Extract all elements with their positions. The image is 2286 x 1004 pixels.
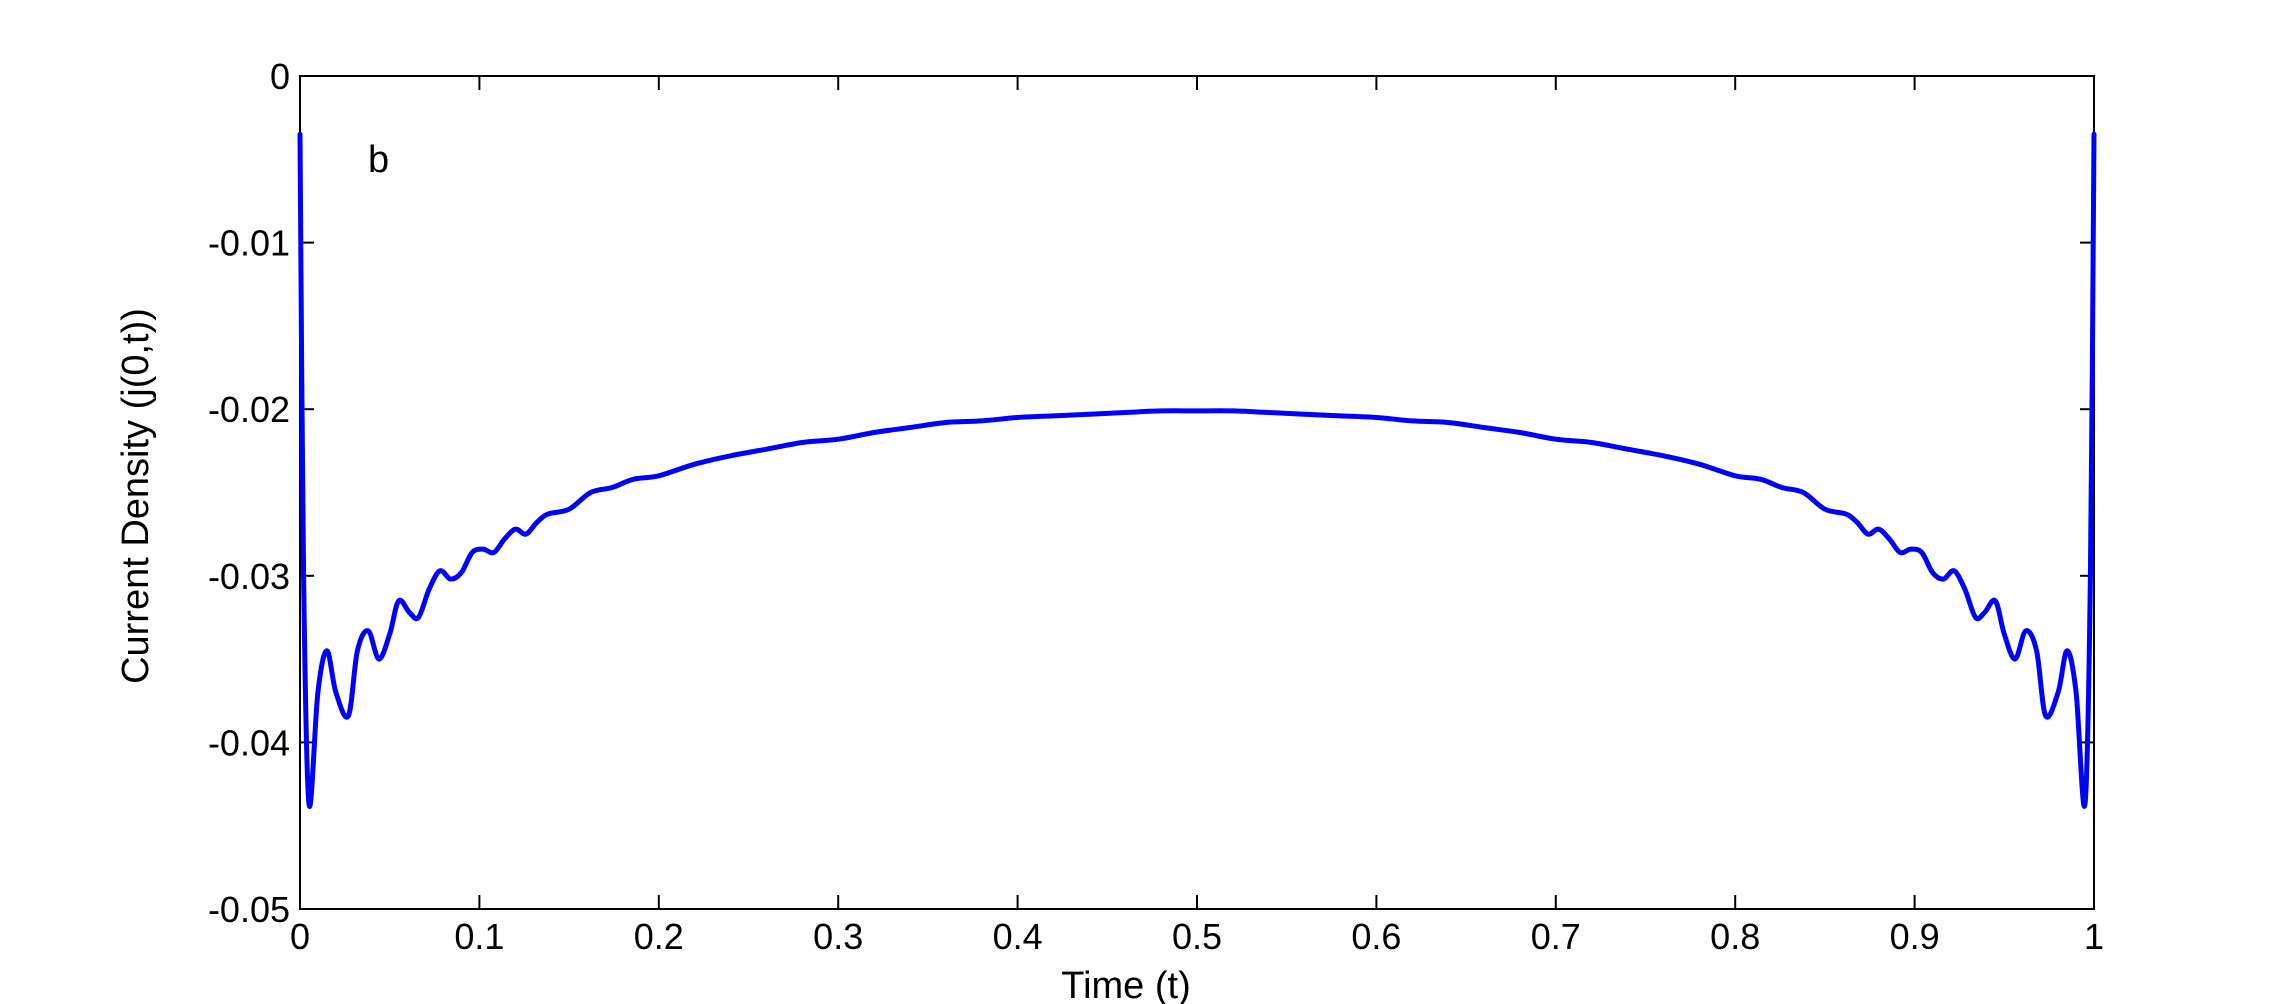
x-axis-ticks: 0 0.1 0.2 0.3 0.4 0.5 0.6 0.7 0.8 0.9 1 — [290, 76, 2104, 957]
y-tick-label: -0.04 — [208, 722, 290, 763]
panel-label: b — [368, 139, 389, 181]
y-tick-label: -0.05 — [208, 889, 290, 930]
x-tick-label: 0.4 — [993, 916, 1043, 957]
x-tick-label: 0.6 — [1351, 916, 1401, 957]
y-tick-label: -0.03 — [208, 556, 290, 597]
x-tick-label: 1 — [2084, 916, 2104, 957]
x-tick-label: 0.3 — [813, 916, 863, 957]
plot-area — [299, 75, 2095, 910]
x-tick-label: 0 — [290, 916, 310, 957]
y-tick-label: 0 — [270, 56, 290, 97]
current-density-line — [297, 131, 2097, 809]
y-axis-title: Current Density (j(0,t)) — [115, 308, 157, 684]
x-tick-label: 0.8 — [1710, 916, 1760, 957]
x-tick-label: 0.5 — [1172, 916, 1222, 957]
x-tick-label: 0.2 — [634, 916, 684, 957]
x-tick-label: 0.1 — [454, 916, 504, 957]
x-tick-label: 0.7 — [1531, 916, 1581, 957]
x-axis-title: Time (t) — [1061, 965, 1190, 1004]
y-tick-label: -0.01 — [208, 223, 290, 264]
y-tick-label: -0.02 — [208, 389, 290, 430]
x-tick-label: 0.9 — [1890, 916, 1940, 957]
y-axis-ticks: 0 -0.01 -0.02 -0.03 -0.04 -0.05 — [208, 56, 2094, 930]
